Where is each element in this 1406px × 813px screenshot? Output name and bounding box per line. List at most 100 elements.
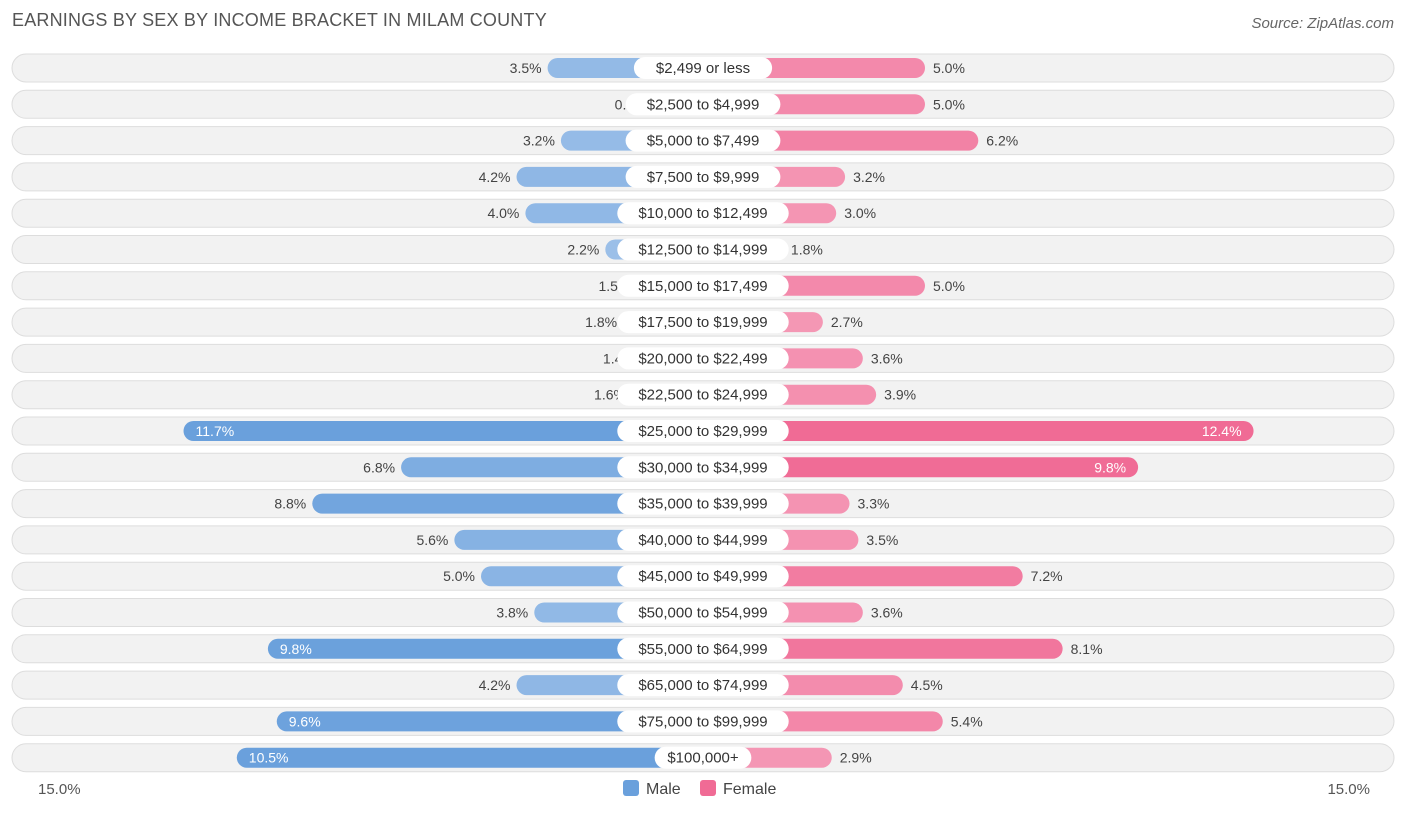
female-value-label: 3.3% — [858, 496, 890, 512]
category-label: $25,000 to $29,999 — [638, 423, 767, 440]
category-label: $7,500 to $9,999 — [647, 169, 760, 186]
female-value-label: 3.2% — [853, 169, 885, 185]
male-bar — [267, 638, 703, 659]
chart-row: 4.2% 4.5% $65,000 to $74,999 — [11, 670, 1395, 700]
category-label: $2,500 to $4,999 — [647, 96, 760, 113]
category-label: $10,000 to $12,499 — [638, 205, 767, 222]
male-value-label: 3.2% — [523, 133, 555, 149]
category-pill — [654, 746, 752, 769]
legend-swatch-female — [700, 780, 716, 796]
female-value-label: 8.1% — [1071, 641, 1103, 657]
chart-title: EARNINGS BY SEX BY INCOME BRACKET IN MIL… — [12, 10, 547, 30]
category-pill — [625, 165, 781, 188]
male-value-label: 9.6% — [289, 713, 321, 729]
female-bar — [703, 421, 1254, 441]
female-value-label: 2.7% — [831, 314, 863, 330]
category-pill — [617, 420, 789, 442]
chart-row: 9.8% 8.1% $55,000 to $64,999 — [11, 634, 1395, 664]
male-value-label: 10.5% — [249, 750, 289, 766]
category-label: $35,000 to $39,999 — [638, 496, 767, 513]
chart-row: 1.6% 3.9% $22,500 to $24,999 — [11, 380, 1395, 410]
chart-row: 1.8% 2.7% $17,500 to $19,999 — [11, 307, 1395, 337]
legend-swatch-male — [623, 780, 639, 796]
chart-row: 3.8% 3.6% $50,000 to $54,999 — [11, 598, 1395, 627]
category-pill — [617, 565, 789, 588]
chart-row: 9.6% 5.4% $75,000 to $99,999 — [11, 706, 1395, 736]
category-pill — [617, 347, 789, 370]
chart-row: 8.8% 3.3% $35,000 to $39,999 — [11, 489, 1395, 519]
male-value-label: 4.0% — [487, 205, 519, 221]
male-value-label: 4.2% — [479, 169, 511, 185]
male-value-label: 11.7% — [196, 423, 235, 439]
male-value-label: 8.8% — [274, 496, 306, 512]
category-pill — [625, 129, 781, 152]
legend-label-female: Female — [723, 781, 776, 798]
category-label: $15,000 to $17,499 — [638, 278, 767, 295]
female-value-label: 5.0% — [933, 278, 965, 294]
category-pill — [617, 202, 789, 225]
category-label: $5,000 to $7,499 — [647, 133, 760, 150]
female-value-label: 5.0% — [933, 96, 965, 112]
category-label: $17,500 to $19,999 — [638, 314, 767, 331]
male-bar — [276, 711, 703, 732]
male-value-label: 1.8% — [585, 314, 617, 330]
source-note: Source: ZipAtlas.com — [1251, 15, 1394, 32]
male-value-label: 1.6% — [594, 387, 626, 403]
male-value-label: 5.0% — [443, 568, 475, 584]
chart-row: 6.8% 9.8% $30,000 to $34,999 — [11, 452, 1395, 482]
category-pill — [625, 93, 781, 116]
female-value-label: 3.5% — [866, 532, 898, 548]
male-bar — [236, 747, 704, 768]
category-pill — [617, 710, 789, 733]
female-value-label: 3.6% — [871, 350, 903, 366]
category-pill — [617, 383, 789, 406]
category-label: $55,000 to $64,999 — [638, 641, 767, 658]
female-bar — [703, 457, 1139, 478]
male-value-label: 9.8% — [280, 641, 312, 657]
axis-label-left: 15.0% — [38, 781, 81, 798]
category-label: $65,000 to $74,999 — [638, 677, 767, 694]
category-pill — [617, 492, 789, 515]
chart-row: 2.2% 1.8% $12,500 to $14,999 — [11, 235, 1395, 264]
female-bar — [703, 638, 1063, 659]
male-value-label: 4.2% — [479, 677, 511, 693]
category-label: $45,000 to $49,999 — [638, 568, 767, 585]
male-value-label: 3.5% — [510, 60, 542, 76]
male-value-label: 2.2% — [567, 242, 599, 258]
female-value-label: 5.0% — [933, 60, 965, 76]
female-value-label: 3.0% — [844, 205, 876, 221]
chart-row: 3.5% 5.0% $2,499 or less — [11, 53, 1395, 83]
legend-label-male: Male — [646, 781, 681, 798]
category-pill — [617, 637, 789, 660]
category-pill — [633, 57, 773, 79]
female-value-label: 7.2% — [1031, 568, 1063, 584]
chart-row: 4.2% 3.2% $7,500 to $9,999 — [11, 162, 1395, 192]
female-value-label: 5.4% — [951, 713, 983, 729]
axis-label-right: 15.0% — [1327, 781, 1370, 798]
male-value-label: 3.8% — [496, 605, 528, 621]
chart-row: 10.5% 2.9% $100,000+ — [11, 743, 1395, 773]
category-label: $22,500 to $24,999 — [638, 387, 767, 404]
male-bar — [312, 493, 703, 514]
category-label: $50,000 to $54,999 — [638, 605, 767, 622]
category-pill — [617, 674, 789, 697]
female-value-label: 2.9% — [840, 750, 872, 766]
category-pill — [617, 456, 789, 479]
male-bar — [183, 421, 703, 441]
chart-row: 0.96%5.0%$2,500 to $4,999 — [11, 89, 1395, 119]
chart-row: 4.0% 3.0% $10,000 to $12,499 — [11, 198, 1395, 228]
category-label: $75,000 to $99,999 — [638, 713, 767, 730]
female-value-label: 6.2% — [986, 133, 1018, 149]
female-value-label: 9.8% — [1094, 459, 1126, 475]
category-pill — [617, 528, 789, 551]
chart-row: 3.2% 6.2% $5,000 to $7,499 — [11, 126, 1395, 156]
category-pill — [617, 274, 789, 297]
category-label: $20,000 to $22,499 — [638, 350, 767, 367]
female-value-label: 1.8% — [791, 242, 823, 258]
category-pill — [617, 311, 789, 334]
category-label: $2,499 or less — [656, 60, 750, 77]
chart-row: 1.5% 5.0%$15,000 to $17,499 — [11, 271, 1395, 301]
female-value-label: 3.6% — [871, 605, 903, 621]
male-value-label: 5.6% — [416, 532, 448, 548]
